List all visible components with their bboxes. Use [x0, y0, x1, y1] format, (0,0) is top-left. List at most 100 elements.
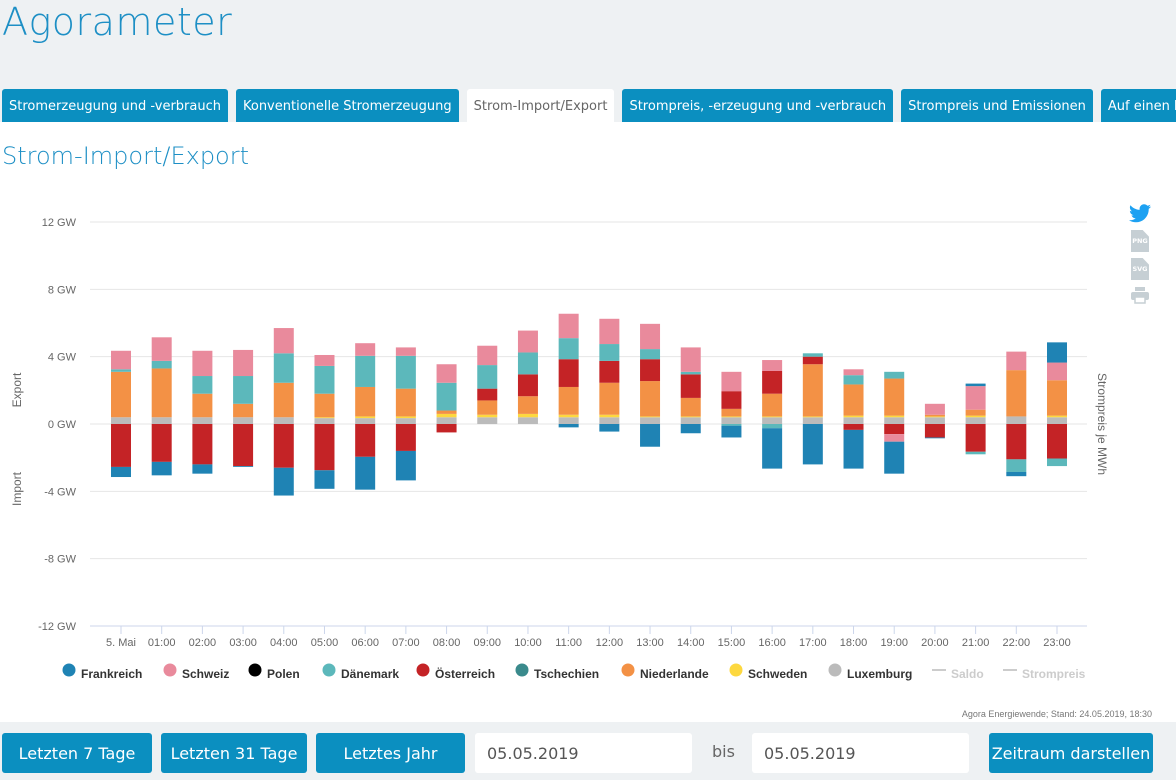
bar-segment-österreich[interactable]: [721, 391, 742, 409]
bar-segment-luxemburg[interactable]: [965, 417, 986, 424]
bar-segment-schweden[interactable]: [680, 416, 701, 418]
bar-segment-schweiz[interactable]: [843, 369, 864, 376]
bar-segment-österreich[interactable]: [965, 424, 986, 452]
bar-segment-österreich[interactable]: [884, 424, 905, 435]
bar-segment-luxemburg[interactable]: [599, 417, 620, 424]
bar-segment-schweiz[interactable]: [273, 328, 294, 354]
bar-segment-schweden[interactable]: [884, 415, 905, 418]
bar-segment-schweiz[interactable]: [1047, 362, 1067, 381]
bar-segment-niederlande[interactable]: [192, 393, 213, 418]
bar-segment-niederlande[interactable]: [477, 400, 498, 415]
bar-segment-dänemark[interactable]: [477, 365, 498, 389]
bar-segment-österreich[interactable]: [436, 424, 457, 433]
bar-segment-niederlande[interactable]: [1047, 380, 1067, 416]
bar-segment-dänemark[interactable]: [762, 424, 783, 429]
png-download-icon[interactable]: PNG: [1131, 230, 1149, 252]
bar-segment-österreich[interactable]: [680, 374, 701, 398]
bar-segment-schweden[interactable]: [1047, 415, 1067, 418]
bar-segment-luxemburg[interactable]: [517, 417, 538, 424]
bar-segment-schweiz[interactable]: [355, 343, 376, 356]
bar-segment-österreich[interactable]: [151, 424, 172, 462]
bar-segment-österreich[interactable]: [111, 424, 131, 467]
bar-segment-österreich[interactable]: [517, 374, 538, 397]
bar-segment-frankreich[interactable]: [802, 424, 823, 465]
bar-segment-dänemark[interactable]: [599, 344, 620, 361]
bar-segment-niederlande[interactable]: [517, 396, 538, 414]
twitter-icon[interactable]: [1128, 204, 1152, 224]
legend-item-frankreich[interactable]: Frankreich: [62, 663, 143, 682]
bar-segment-luxemburg[interactable]: [924, 417, 945, 424]
bar-segment-schweden[interactable]: [965, 415, 986, 418]
bar-segment-luxemburg[interactable]: [1047, 417, 1067, 424]
bar-segment-luxemburg[interactable]: [680, 417, 701, 424]
bar-segment-schweden[interactable]: [721, 416, 742, 418]
bar-segment-frankreich[interactable]: [640, 424, 661, 447]
bar-segment-frankreich[interactable]: [273, 467, 294, 496]
tab-konventionelle[interactable]: Konventionelle Stromerzeugung: [235, 89, 459, 122]
bar-segment-niederlande[interactable]: [355, 386, 376, 417]
bar-segment-dänemark[interactable]: [1047, 458, 1067, 467]
bar-segment-österreich[interactable]: [599, 360, 620, 383]
bar-segment-schweiz[interactable]: [1006, 351, 1027, 371]
bar-segment-niederlande[interactable]: [721, 408, 742, 417]
last-year-button[interactable]: Letztes Jahr: [316, 733, 465, 773]
show-range-button[interactable]: Zeitraum darstellen: [989, 733, 1153, 773]
bar-segment-österreich[interactable]: [843, 424, 864, 430]
bar-segment-niederlande[interactable]: [680, 397, 701, 417]
legend-item-schweden[interactable]: Schweden: [729, 663, 808, 682]
bar-segment-dänemark[interactable]: [314, 365, 335, 394]
bar-segment-luxemburg[interactable]: [151, 417, 172, 424]
bar-segment-dänemark[interactable]: [721, 424, 742, 426]
bar-segment-dänemark[interactable]: [843, 375, 864, 385]
bar-segment-niederlande[interactable]: [762, 393, 783, 417]
bar-segment-dänemark[interactable]: [111, 369, 131, 372]
bar-segment-schweden[interactable]: [477, 414, 498, 418]
bar-segment-schweiz[interactable]: [151, 337, 172, 361]
from-date-input[interactable]: [475, 733, 692, 773]
bar-segment-luxemburg[interactable]: [355, 418, 376, 424]
legend-item-niederlande[interactable]: Niederlande: [621, 663, 710, 682]
bar-segment-niederlande[interactable]: [395, 388, 416, 417]
bar-segment-dänemark[interactable]: [273, 353, 294, 383]
bar-segment-österreich[interactable]: [192, 424, 213, 465]
bar-segment-schweden[interactable]: [314, 417, 335, 419]
tab-strompreis-emissionen[interactable]: Strompreis und Emissionen: [901, 89, 1093, 122]
bar-segment-frankreich[interactable]: [680, 424, 701, 434]
bar-segment-österreich[interactable]: [762, 370, 783, 394]
bar-segment-schweden[interactable]: [599, 414, 620, 418]
bar-segment-dänemark[interactable]: [802, 353, 823, 357]
bar-segment-schweden[interactable]: [355, 416, 376, 419]
to-date-input[interactable]: [752, 733, 969, 773]
bar-segment-frankreich[interactable]: [924, 437, 945, 439]
bar-segment-frankreich[interactable]: [355, 456, 376, 490]
bar-segment-schweden[interactable]: [843, 415, 864, 418]
bar-segment-luxemburg[interactable]: [1006, 416, 1027, 424]
legend-item-tschechien[interactable]: Tschechien: [515, 663, 600, 682]
bar-segment-österreich[interactable]: [477, 388, 498, 401]
bar-segment-niederlande[interactable]: [273, 382, 294, 418]
bar-segment-österreich[interactable]: [395, 424, 416, 451]
bar-segment-luxemburg[interactable]: [395, 418, 416, 424]
bar-segment-luxemburg[interactable]: [843, 417, 864, 424]
bar-segment-frankreich[interactable]: [395, 450, 416, 481]
bar-segment-dänemark[interactable]: [640, 349, 661, 360]
bar-segment-schweiz[interactable]: [436, 364, 457, 383]
bar-segment-frankreich[interactable]: [111, 466, 131, 478]
bar-segment-schweiz[interactable]: [762, 360, 783, 371]
bar-segment-frankreich[interactable]: [884, 441, 905, 474]
bar-segment-schweiz[interactable]: [192, 350, 213, 377]
bar-segment-österreich[interactable]: [802, 356, 823, 365]
bar-segment-niederlande[interactable]: [843, 384, 864, 416]
legend-item-österreich[interactable]: Österreich: [416, 663, 496, 682]
bar-segment-frankreich[interactable]: [233, 466, 254, 467]
bar-segment-österreich[interactable]: [640, 359, 661, 382]
bar-segment-frankreich[interactable]: [599, 424, 620, 432]
bar-segment-dänemark[interactable]: [436, 382, 457, 411]
bar-segment-niederlande[interactable]: [802, 364, 823, 417]
bar-segment-niederlande[interactable]: [111, 371, 131, 418]
bar-segment-dänemark[interactable]: [192, 376, 213, 394]
bar-segment-luxemburg[interactable]: [436, 417, 457, 424]
bar-segment-dänemark[interactable]: [1006, 459, 1027, 472]
bar-segment-österreich[interactable]: [924, 424, 945, 438]
bar-segment-schweiz[interactable]: [680, 347, 701, 372]
